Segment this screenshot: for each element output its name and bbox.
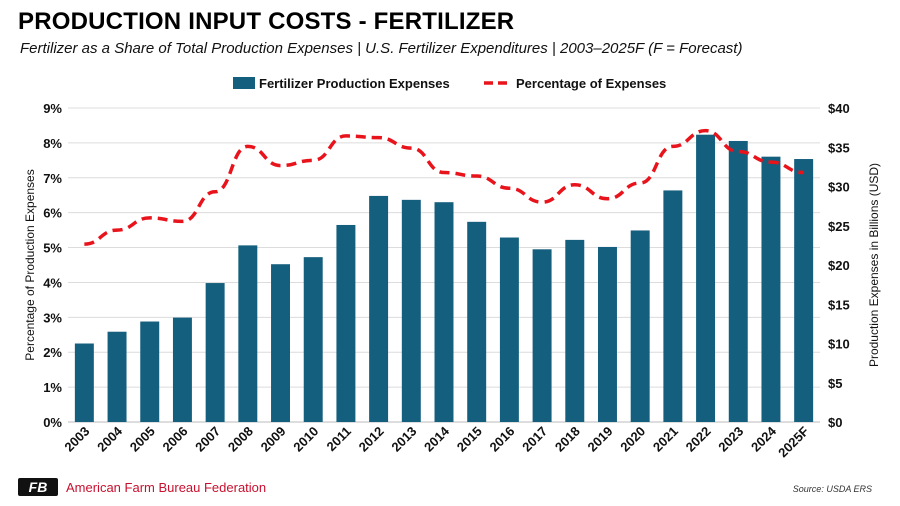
y-right-tick-label: $15 [828,297,850,312]
x-tick-label: 2007 [192,424,223,455]
bar-2003 [74,343,94,422]
y-left-tick-label: 2% [43,345,62,360]
y-left-tick-label: 3% [43,310,62,325]
bar-2015 [467,221,487,422]
x-tick-label: 2017 [519,424,550,455]
y-right-tick-label: $30 [828,180,850,195]
chart-title: PRODUCTION INPUT COSTS - FERTILIZER [18,8,515,35]
bar-2011 [336,224,356,422]
logo-mark-text: FB [29,479,48,495]
bar-2017 [532,249,552,422]
y-left-tick-label: 0% [43,415,62,430]
bar-2023 [728,140,748,422]
y-right-tick-label: $0 [828,415,842,430]
bar-2006 [172,317,192,422]
x-tick-label: 2012 [356,424,387,455]
x-tick-label: 2009 [258,424,289,455]
bar-2021 [663,190,683,422]
y-left-tick-label: 8% [43,136,62,151]
bar-2024 [761,156,781,423]
x-axis: 2003 2004 2005 2006 2007 2008 2009 2010 2011 2012… [61,423,811,460]
y-left-tick-label: 7% [43,171,62,186]
legend-bar-swatch [233,77,255,89]
bar-2016 [499,237,519,422]
x-tick-label: 2005 [127,424,158,455]
bar-2009 [271,264,291,422]
x-tick-label: 2022 [683,424,714,455]
bar-2019 [597,246,617,422]
bar-2014 [434,202,454,422]
x-tick-label: 2018 [552,424,583,455]
x-tick-label: 2016 [486,424,517,455]
bar-2004 [107,331,127,422]
y-left-tick-label: 5% [43,241,62,256]
x-tick-label: 2008 [225,424,256,455]
x-tick-label: 2011 [323,424,354,455]
x-tick-label: 2020 [617,424,648,455]
x-tick-label: 2021 [650,424,681,455]
legend-line-label: Percentage of Expenses [516,76,666,91]
bar-2025F [794,159,814,422]
bar-2013 [401,199,421,422]
y-right-tick-label: $10 [828,337,850,352]
bar-2005 [140,321,160,422]
y-right-tick-label: $5 [828,376,842,391]
y-left-tick-label: 6% [43,206,62,221]
y-right-tick-label: $20 [828,258,850,273]
y-right-tick-label: $25 [828,219,850,234]
x-tick-label: 2013 [388,424,419,455]
bar-2008 [238,245,258,422]
y-axis-left: 0% 1% 2% 3% 4% 5% 6% 7% 8% 9% [43,101,62,430]
y-right-tick-label: $40 [828,101,850,116]
y-left-tick-label: 1% [43,380,62,395]
x-tick-label: 2004 [94,423,126,455]
x-tick-label: 2010 [290,424,321,455]
y-left-tick-label: 9% [43,101,62,116]
percentage-line [84,128,804,246]
x-tick-label: 2019 [585,424,616,455]
x-tick-label: 2006 [159,424,190,455]
bar-2022 [696,134,716,422]
bars-series [74,134,814,423]
chart-subtitle: Fertilizer as a Share of Total Productio… [20,40,743,57]
afbf-logo: FB American Farm Bureau Federation [18,478,266,496]
y-axis-right-title: Production Expenses in Billions (USD) [867,163,881,367]
y-axis-right: $0 $5 $10 $15 $20 $25 $30 $35 $40 [828,101,850,430]
x-tick-label: 2014 [421,423,453,455]
bar-2010 [303,257,323,422]
bar-2007 [205,283,225,422]
y-right-tick-label: $35 [828,140,850,155]
bar-2012 [369,195,389,422]
farm-bureau-logo-icon: FB [18,478,58,496]
legend: Fertilizer Production Expenses Percentag… [233,76,666,91]
x-tick-label: 2023 [715,424,746,455]
legend-bar-label: Fertilizer Production Expenses [259,76,450,91]
x-tick-label: 2003 [61,424,92,455]
bar-2018 [565,239,585,422]
source-note: Source: USDA ERS [792,484,872,494]
organization-name: American Farm Bureau Federation [66,479,267,495]
x-tick-label: 2025F [775,423,812,460]
x-tick-label: 2015 [454,424,485,455]
y-axis-left-title: Percentage of Production Expenses [23,169,37,360]
y-left-tick-label: 4% [43,275,62,290]
line-series [84,128,804,246]
bar-2020 [630,230,650,422]
